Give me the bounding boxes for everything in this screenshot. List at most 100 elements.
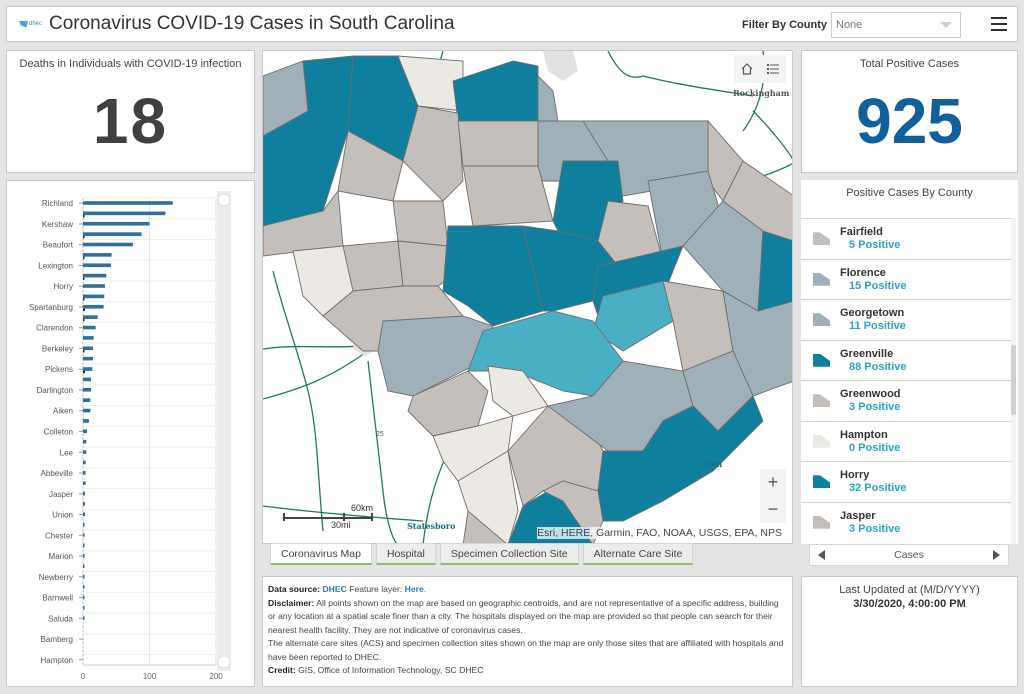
chart-scrollbar-track[interactable]	[217, 191, 231, 671]
y-tick-label: Kershaw	[42, 220, 73, 229]
bar-chart-svg: 0 100 200 Richland Kershaw Beaufort Lexington H…	[29, 191, 231, 681]
bar-positive	[83, 471, 86, 475]
credit-line: Credit: GIS, Office of Information Techn…	[268, 664, 787, 678]
bar-positive	[83, 284, 105, 288]
county-swatch-icon	[813, 515, 830, 529]
y-tick-label: Union	[52, 511, 73, 520]
city-label-charleston: ston	[703, 459, 723, 469]
county-count: 32 Positive	[849, 482, 907, 495]
hamburger-menu-icon[interactable]	[991, 17, 1007, 31]
bar-deaths	[83, 215, 85, 218]
bar-positive	[83, 387, 91, 392]
bar-positive	[83, 605, 85, 610]
county-name: Georgetown	[840, 307, 905, 320]
bar-deaths	[83, 256, 85, 260]
bar-deaths	[83, 277, 85, 280]
y-tick-label: Clarendon	[36, 324, 73, 333]
bar-positive	[83, 460, 86, 465]
y-tick-label: Jasper	[49, 490, 73, 499]
list-item[interactable]: Horry 32 Positive	[801, 461, 1011, 502]
bar-positive	[83, 616, 85, 620]
county-swatch-icon	[813, 475, 830, 489]
deaths-title: Deaths in Individuals with COVID-19 infe…	[19, 58, 242, 70]
bar-positive	[83, 554, 85, 558]
list-item[interactable]: Greenville 88 Positive	[801, 339, 1011, 380]
bar-positive	[83, 201, 173, 205]
bar-positive	[83, 564, 85, 569]
source-label: Data source:	[268, 584, 321, 594]
y-tick-label: Chester	[45, 531, 73, 540]
bar-positive	[83, 533, 85, 537]
zoom-out-button[interactable]: −	[767, 499, 779, 519]
county-swatch-icon	[813, 313, 830, 327]
zoom-in-button[interactable]: +	[767, 472, 779, 492]
last-updated-label: Last Updated at (M/D/YYYY)	[839, 584, 980, 596]
county-name: Florence	[840, 266, 886, 279]
bar-positive	[83, 232, 142, 236]
attribution-highlight: Esri, HERE	[537, 527, 591, 539]
county-swatch-icon	[813, 232, 830, 246]
next-page-icon[interactable]	[992, 550, 1000, 560]
previous-page-icon[interactable]	[818, 550, 825, 560]
list-item[interactable]: Florence 15 Positive	[801, 258, 1011, 299]
bar-positive	[83, 398, 91, 402]
list-item[interactable]: Georgetown 11 Positive	[801, 299, 1011, 340]
bar-positive	[83, 543, 85, 548]
last-updated-panel: Last Updated at (M/D/YYYY) 3/30/2020, 4:…	[801, 576, 1018, 687]
y-tick-label: Hampton	[41, 656, 73, 665]
y-tick-label: Berkeley	[42, 344, 73, 353]
county-name: Jasper	[840, 509, 876, 522]
list-item[interactable]: Fairfield 5 Positive	[801, 218, 1011, 259]
chart-scroll-handle-bottom[interactable]	[217, 655, 231, 669]
map-tabs: Coronavirus Map Hospital Specimen Collec…	[270, 543, 694, 565]
bar-deaths	[83, 318, 85, 322]
bar-positive	[83, 419, 89, 423]
list-item[interactable]: Hampton 0 Positive	[801, 420, 1011, 461]
y-tick-label: Pickens	[45, 365, 73, 374]
bar-positive	[83, 522, 85, 527]
map-view[interactable]: Rockingham Statesboro ston 25 + − 60km 3…	[262, 50, 793, 544]
header-bar: dhec Coronavirus COVID-19 Cases in South…	[6, 6, 1018, 42]
bar-positive	[83, 502, 85, 506]
county-name: Greenville	[840, 347, 894, 360]
tab-hospital[interactable]: Hospital	[375, 543, 436, 565]
city-label-rockingham: Rockingham	[733, 88, 790, 98]
acs-note: The alternate care sites (ACS) and speci…	[268, 638, 784, 662]
legend-list-icon[interactable]	[764, 60, 782, 78]
feature-layer-link[interactable]: Here	[404, 584, 424, 594]
county-list: Fairfield 5 Positive Florence 15 Positive Ge…	[801, 218, 1011, 544]
bar-deaths	[83, 308, 85, 311]
page-title: Coronavirus COVID-19 Cases in South Caro…	[49, 13, 455, 34]
bar-positive	[83, 242, 133, 247]
dhec-link[interactable]: DHEC	[322, 584, 347, 594]
tab-alternate-care-site[interactable]: Alternate Care Site	[582, 543, 694, 565]
county-choropleth-map[interactable]: Rockingham Statesboro ston 25	[263, 51, 793, 544]
sc-state-icon	[19, 20, 28, 28]
bar-positive	[83, 439, 87, 444]
bar-positive	[83, 367, 93, 371]
total-title: Total Positive Cases	[859, 58, 960, 70]
county-bar-chart: 0 100 200 Richland Kershaw Beaufort Lexington H…	[6, 180, 255, 687]
bar-positive	[83, 346, 93, 351]
bar-positive	[83, 253, 112, 257]
list-item[interactable]: Greenwood 3 Positive	[801, 380, 1011, 421]
bar-positive	[83, 512, 85, 517]
bar-positive	[83, 408, 91, 413]
county-filter-select[interactable]: None	[831, 12, 961, 38]
county-filter: Filter By County None	[742, 12, 961, 38]
city-label-statesboro: Statesboro	[407, 521, 456, 531]
bar-deaths	[83, 349, 85, 353]
tab-coronavirus-map[interactable]: Coronavirus Map	[270, 543, 372, 565]
x-tick-label: 0	[81, 672, 86, 681]
list-item[interactable]: Jasper 3 Positive	[801, 501, 1011, 542]
list-scrollbar-thumb[interactable]	[1011, 345, 1016, 415]
filter-label: Filter By County	[742, 19, 827, 31]
bar-positive	[83, 325, 96, 330]
credit-text: GIS, Office of Information Technology, S…	[298, 665, 484, 675]
bar-positive	[83, 211, 166, 216]
bar-positive	[83, 491, 85, 496]
chart-scroll-handle-top[interactable]	[217, 193, 231, 207]
home-icon[interactable]	[738, 60, 756, 78]
tab-specimen-collection-site[interactable]: Specimen Collection Site	[439, 543, 579, 565]
bar-positive	[83, 481, 86, 485]
